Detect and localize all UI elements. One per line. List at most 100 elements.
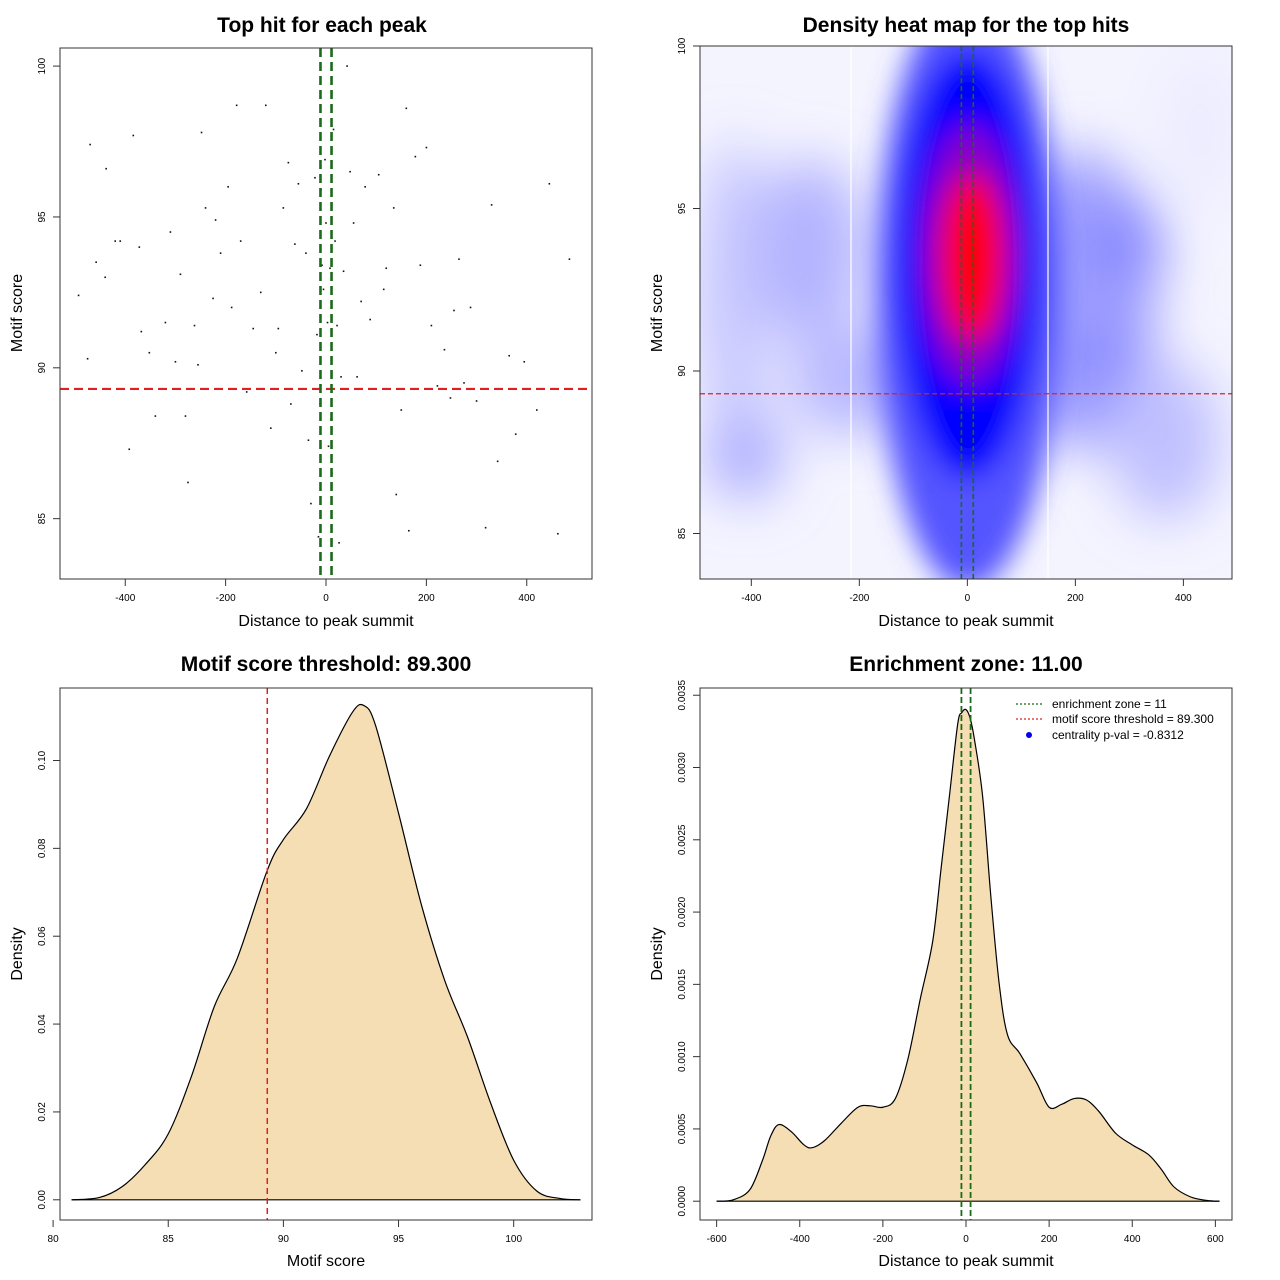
scatter-point — [301, 370, 303, 372]
scatter-point — [329, 267, 331, 270]
scatter-point — [193, 324, 196, 327]
scatter-point — [325, 222, 327, 224]
x-tick-label: 200 — [1067, 593, 1084, 604]
scatter-point — [317, 535, 320, 538]
heatmap-blob — [1110, 360, 1220, 520]
x-tick-label: -400 — [741, 593, 761, 604]
x-tick-label: 600 — [1207, 1234, 1224, 1245]
scatter-point — [535, 409, 538, 411]
scatter-point — [128, 448, 131, 451]
heatmap-x-axis-label: Distance to peak summit — [878, 613, 1054, 630]
scatter-point — [307, 439, 310, 442]
scatter-point — [364, 185, 366, 188]
y-tick-label: 0.10 — [37, 750, 48, 770]
x-tick-label: 400 — [1124, 1234, 1141, 1245]
scatter-point — [252, 327, 255, 330]
scatter-point — [204, 207, 207, 209]
scatter-point — [336, 324, 338, 327]
scatter-point — [169, 231, 172, 233]
y-tick-label: 100 — [677, 37, 688, 54]
scatter-point — [458, 258, 460, 260]
scatter-point — [164, 321, 167, 324]
density-curve — [71, 703, 581, 1201]
y-tick-label: 0.0030 — [677, 752, 688, 783]
scatter-point — [346, 65, 348, 67]
x-tick-label: 85 — [163, 1234, 175, 1245]
scatter-point — [484, 526, 487, 529]
density-area — [716, 709, 1220, 1202]
heatmap-title: Density heat map for the top hits — [803, 14, 1130, 37]
scatter-point — [314, 176, 316, 179]
y-tick-label: 85 — [677, 528, 688, 540]
scatter-point — [154, 415, 157, 417]
scatter-point — [548, 182, 551, 185]
y-tick-label: 0.0000 — [677, 1185, 688, 1216]
scatter-plot-frame — [59, 47, 593, 580]
y-tick-label: 0.0035 — [677, 680, 688, 711]
scatter-title: Top hit for each peak — [217, 14, 427, 37]
scatter-point — [326, 321, 329, 324]
enrichment-density-title: Enrichment zone: 11.00 — [849, 653, 1082, 676]
scatter-point — [523, 360, 526, 363]
scatter-point — [86, 357, 89, 360]
score-density-title: Motif score threshold: 89.300 — [181, 653, 472, 676]
scatter-point — [294, 243, 296, 245]
scatter-point — [197, 363, 199, 366]
scatter-point — [77, 294, 80, 297]
scatter-point — [408, 529, 410, 532]
scatter-point — [395, 493, 398, 496]
scatter-point — [245, 391, 248, 393]
scatter-x-axis-label: Distance to peak summit — [238, 613, 414, 630]
scatter-point — [114, 240, 117, 242]
heatmap-blob — [1067, 320, 1143, 400]
enrichment-density-panel: Enrichment zone: 11.00 -600 -400 -200 0 200 4… — [649, 653, 1233, 1270]
density-area — [71, 704, 581, 1200]
scatter-point — [414, 155, 417, 158]
x-tick-label: 100 — [505, 1234, 522, 1245]
scatter-point — [508, 354, 510, 357]
y-tick-label: 0.0005 — [677, 1113, 688, 1144]
scatter-point — [496, 460, 499, 463]
legend-entry-enrichment-zone: enrichment zone = 11 — [1052, 697, 1167, 711]
scatter-point — [214, 219, 217, 221]
scatter-point — [449, 397, 452, 399]
scatter-point — [187, 481, 189, 484]
scatter-y-axis-label: Motif score — [9, 274, 26, 352]
scatter-point — [356, 376, 358, 378]
scatter-point — [310, 502, 312, 505]
scatter-point — [321, 264, 323, 267]
heatmap-blob — [1160, 50, 1232, 210]
y-tick-label: 0.0025 — [677, 824, 688, 855]
y-tick-label: 95 — [677, 203, 688, 215]
score-density-panel: Motif score threshold: 89.300 80 85 90 95 10… — [9, 653, 593, 1270]
y-tick-label: 0.04 — [37, 1014, 48, 1034]
scatter-point — [377, 173, 380, 176]
scatter-point — [297, 182, 300, 185]
scatter-point — [568, 258, 571, 260]
x-tick-label: -400 — [115, 593, 135, 604]
x-tick-label: 0 — [965, 593, 971, 604]
scatter-point — [184, 415, 187, 417]
scatter-point — [227, 185, 229, 188]
scatter-point — [443, 348, 446, 351]
scatter-point — [316, 333, 318, 336]
scatter-point — [332, 128, 335, 131]
scatter-point — [200, 131, 203, 134]
x-tick-label: 200 — [1041, 1234, 1058, 1245]
score-density-y-axis-label: Density — [9, 927, 26, 980]
scatter-point — [419, 264, 422, 267]
y-tick-label: 90 — [677, 365, 688, 377]
scatter-point — [235, 104, 238, 107]
scatter-point — [334, 240, 336, 242]
scatter-point — [400, 409, 403, 411]
density-curve — [716, 708, 1220, 1202]
scatter-point — [219, 252, 222, 254]
legend-entry-centrality: centrality p-val = -0.8312 — [1052, 728, 1184, 742]
scatter-point — [369, 318, 371, 321]
scatter-point — [340, 376, 342, 378]
scatter-point — [230, 306, 233, 309]
heatmap-blob — [705, 410, 785, 500]
scatter-point — [322, 288, 325, 291]
scatter-point — [436, 385, 439, 387]
